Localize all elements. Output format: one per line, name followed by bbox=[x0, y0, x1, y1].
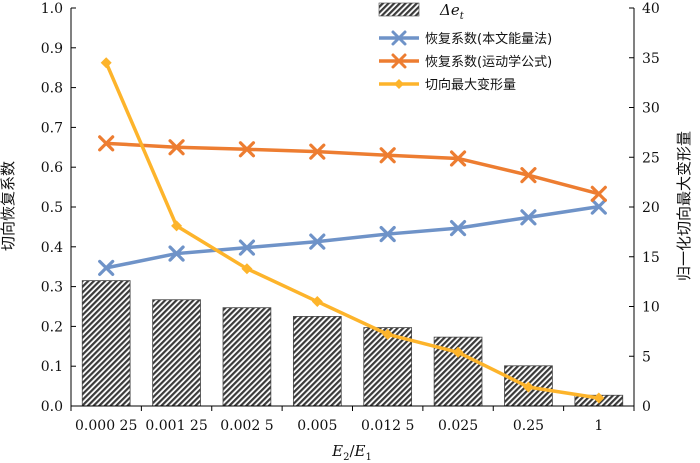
series-line-1 bbox=[106, 141, 600, 196]
series-2-point-5 bbox=[452, 346, 464, 358]
legend-bar-swatch bbox=[378, 2, 420, 17]
left-tick-label-9: 0.9 bbox=[41, 41, 63, 57]
x-ticks: 0.000 25 0.001 25 0.002 5 0.005 0.012 5 0.025… bbox=[70, 406, 635, 434]
series-1-point-7 bbox=[590, 185, 607, 202]
right-tick-label-6: 30 bbox=[642, 101, 660, 117]
bar-0 bbox=[81, 280, 131, 407]
x-tick-label-7: 1 bbox=[594, 418, 603, 434]
x-axis-title-e1: E bbox=[354, 442, 366, 460]
series-1-point-2 bbox=[238, 141, 256, 158]
left-y-axis-title: 切向恢复系数 bbox=[0, 161, 17, 251]
x-axis-title-slash: / bbox=[349, 442, 355, 460]
legend-bar-label-sub: t bbox=[460, 11, 465, 22]
right-tick-label-8: 40 bbox=[642, 1, 660, 17]
series-line-2 bbox=[104, 62, 600, 400]
right-tick-label-3: 15 bbox=[642, 250, 660, 266]
left-tick-label-5: 0.5 bbox=[41, 200, 63, 216]
right-tick-label-2: 10 bbox=[642, 300, 660, 316]
series-2-point-3 bbox=[311, 296, 323, 308]
legend-bar-label-main: Δe bbox=[439, 1, 460, 19]
right-y-axis-title: 归一化切向最大变形量 bbox=[675, 131, 693, 281]
left-tick-label-10: 1.0 bbox=[41, 1, 63, 17]
series-2-point-0 bbox=[100, 57, 112, 69]
legend-marker-0 bbox=[391, 30, 407, 46]
x-tick-label-6: 0.25 bbox=[513, 418, 544, 434]
series-0-point-6 bbox=[520, 209, 537, 226]
series-0-point-3 bbox=[309, 233, 326, 250]
left-tick-label-3: 0.3 bbox=[41, 280, 63, 296]
x-axis-title: E2/E1 bbox=[331, 442, 372, 463]
right-y-ticks: 0 5 10 15 20 25 30 35 40 bbox=[629, 1, 660, 415]
bar-series-group bbox=[81, 280, 624, 407]
x-axis-title-e2: E bbox=[331, 442, 343, 460]
right-tick-label-7: 35 bbox=[642, 51, 660, 67]
x-tick-label-5: 0.025 bbox=[438, 418, 478, 434]
series-1-point-4 bbox=[379, 147, 396, 164]
right-tick-label-1: 5 bbox=[642, 349, 651, 365]
left-tick-label-1: 0.1 bbox=[41, 359, 63, 375]
series-1-point-0 bbox=[98, 135, 115, 152]
left-tick-label-6: 0.6 bbox=[41, 160, 63, 176]
series-line-0 bbox=[105, 204, 600, 270]
x-tick-label-3: 0.005 bbox=[297, 418, 337, 434]
x-tick-label-0: 0.000 25 bbox=[75, 418, 137, 434]
left-y-ticks: 0.0 0.1 0.2 0.3 0.4 0.5 0.6 0.7 0.8 0.9 1.0 bbox=[41, 1, 76, 415]
left-tick-label-0: 0.0 bbox=[41, 399, 63, 415]
left-tick-label-8: 0.8 bbox=[41, 81, 63, 97]
legend-label-2: 切向最大变形量 bbox=[425, 77, 516, 93]
x-tick-label-2: 0.002 5 bbox=[220, 418, 273, 434]
legend: Δet 恢复系数(本文能量法) 恢复系数(运动学公式) 切向最大变形量 bbox=[378, 1, 552, 93]
x-tick-label-4: 0.012 5 bbox=[361, 418, 414, 434]
series-1-point-1 bbox=[168, 139, 185, 156]
right-tick-label-0: 0 bbox=[642, 399, 651, 415]
x-axis-title-sub1: 1 bbox=[365, 452, 371, 463]
series-0-point-5 bbox=[449, 219, 467, 237]
series-1-point-3 bbox=[309, 143, 326, 160]
series-0-point-0 bbox=[98, 259, 115, 276]
legend-bar-label: Δet bbox=[439, 1, 465, 22]
left-tick-label-7: 0.7 bbox=[41, 120, 63, 136]
bar-1 bbox=[152, 299, 201, 407]
bar-4 bbox=[363, 327, 413, 407]
series-0-point-7 bbox=[590, 198, 607, 215]
legend-marker-1 bbox=[391, 53, 407, 69]
line-series-group bbox=[98, 57, 607, 404]
series-0-point-1 bbox=[168, 245, 185, 262]
series-2-point-1 bbox=[171, 220, 183, 232]
series-0-point-2 bbox=[238, 239, 256, 256]
bar-3 bbox=[292, 316, 342, 407]
legend-marker-2 bbox=[394, 79, 404, 89]
series-2-point-7 bbox=[593, 392, 605, 404]
series-1-point-5 bbox=[449, 150, 467, 167]
series-2-point-2 bbox=[241, 263, 253, 275]
left-tick-label-2: 0.2 bbox=[41, 319, 63, 335]
left-tick-label-4: 0.4 bbox=[41, 240, 63, 256]
series-1-point-6 bbox=[520, 167, 537, 184]
right-tick-label-5: 25 bbox=[642, 150, 660, 166]
x-tick-label-1: 0.001 25 bbox=[145, 418, 207, 434]
bar-2 bbox=[222, 307, 272, 407]
x-axis-title-sub2: 2 bbox=[343, 452, 349, 463]
right-tick-label-4: 20 bbox=[642, 200, 660, 216]
series-0-point-4 bbox=[379, 225, 396, 243]
legend-label-0: 恢复系数(本文能量法) bbox=[425, 32, 552, 47]
series-2-point-4 bbox=[382, 328, 394, 340]
legend-label-1: 恢复系数(运动学公式) bbox=[425, 54, 552, 70]
series-2-point-6 bbox=[522, 381, 534, 393]
